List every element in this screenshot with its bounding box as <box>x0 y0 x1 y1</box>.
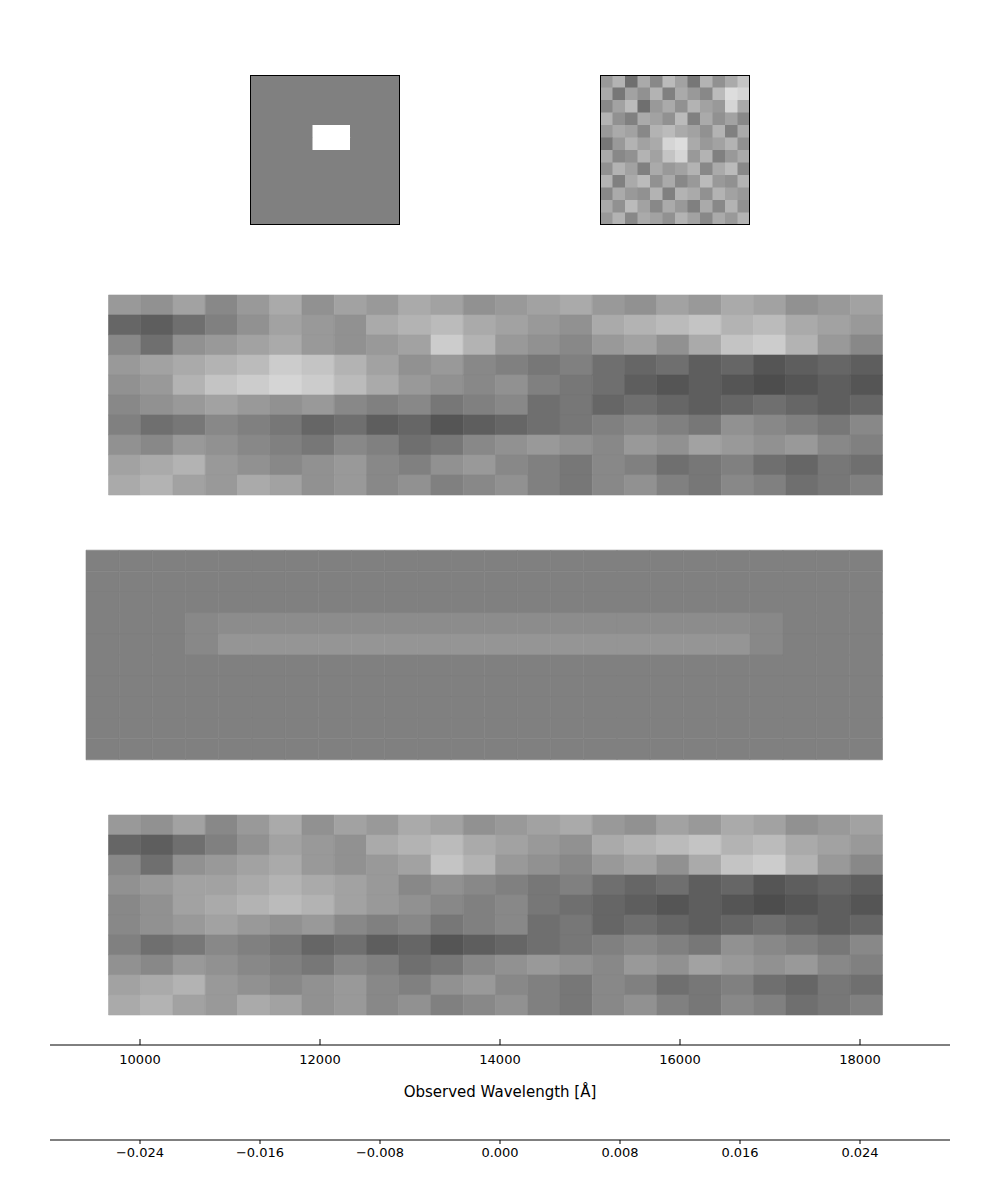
svg-text:−0.016: −0.016 <box>236 1145 284 1160</box>
svg-text:18000: 18000 <box>839 1052 880 1067</box>
svg-text:14000: 14000 <box>479 1052 520 1067</box>
svg-text:16000: 16000 <box>659 1052 700 1067</box>
svg-text:Observed Wavelength [Å]: Observed Wavelength [Å] <box>404 1082 597 1101</box>
svg-text:0.000: 0.000 <box>481 1145 518 1160</box>
svg-text:0.008: 0.008 <box>601 1145 638 1160</box>
svg-text:−0.024: −0.024 <box>116 1145 164 1160</box>
svg-text:12000: 12000 <box>299 1052 340 1067</box>
svg-text:0.016: 0.016 <box>721 1145 758 1160</box>
svg-text:0.024: 0.024 <box>841 1145 878 1160</box>
svg-text:10000: 10000 <box>119 1052 160 1067</box>
svg-text:−0.008: −0.008 <box>356 1145 404 1160</box>
